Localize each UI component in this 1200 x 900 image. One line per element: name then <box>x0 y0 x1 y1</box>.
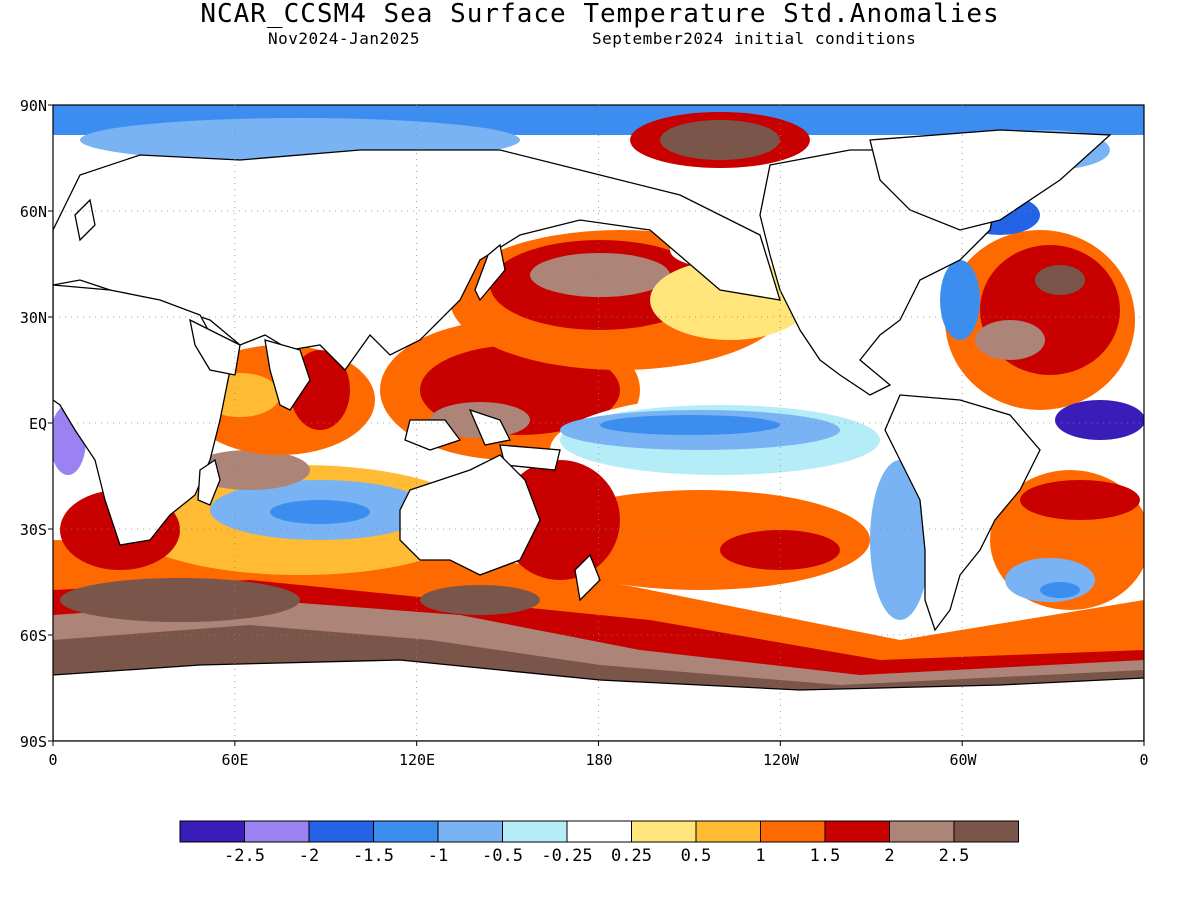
legend-label: -2 <box>299 846 319 866</box>
lon-label-60w: 60W <box>949 751 977 769</box>
legend-swatch <box>631 820 697 843</box>
legend-label: 2.5 <box>939 846 970 866</box>
lon-label-60e: 60E <box>221 751 248 769</box>
legend-label: -1.5 <box>353 846 394 866</box>
lon-label-180: 180 <box>585 751 612 769</box>
legend-label: 0.25 <box>611 846 652 866</box>
lat-label-60s: 60S <box>20 627 47 645</box>
legend-swatch <box>373 820 439 843</box>
legend-swatch <box>502 820 568 843</box>
legend-swatch <box>760 820 826 843</box>
legend-label: -0.5 <box>482 846 523 866</box>
lon-label-0-east: 0 <box>1139 751 1148 769</box>
longitude-labels: 0 60E 120E 180 120W 60W 0 <box>48 751 1148 769</box>
legend-swatch <box>244 820 310 843</box>
lat-label-90s: 90S <box>20 733 47 751</box>
gridlines <box>53 105 1144 741</box>
initial-conditions: September2024 initial conditions <box>592 29 917 48</box>
lat-label-30s: 30S <box>20 521 47 539</box>
legend-swatch <box>695 820 761 843</box>
legend-swatch <box>437 820 503 843</box>
lat-label-30n: 30N <box>20 309 47 327</box>
legend-swatch <box>889 820 955 843</box>
legend-swatch <box>824 820 890 843</box>
legend-label: 1 <box>755 846 765 866</box>
lat-label-90n: 90N <box>20 97 47 115</box>
lon-label-0: 0 <box>48 751 57 769</box>
legend-label: -2.5 <box>224 846 265 866</box>
legend-label: 0.5 <box>681 846 712 866</box>
sst-anomaly-field <box>53 105 1144 741</box>
forecast-period: Nov2024-Jan2025 <box>268 29 420 48</box>
latitude-labels: 90N 60N 30N EQ 30S 60S 90S <box>20 97 47 751</box>
legend-swatch <box>953 820 1019 843</box>
axis-ticks <box>48 104 1145 746</box>
legend-swatch <box>566 820 632 843</box>
lat-label-60n: 60N <box>20 203 47 221</box>
legend-label: -0.25 <box>541 846 592 866</box>
map-title: NCAR_CCSM4 Sea Surface Temperature Std.A… <box>200 0 1000 29</box>
legend-label: 1.5 <box>810 846 841 866</box>
legend-swatch <box>179 820 245 843</box>
lon-label-120e: 120E <box>399 751 435 769</box>
lat-label-eq: EQ <box>29 415 47 433</box>
legend-label: 2 <box>884 846 894 866</box>
lon-label-120w: 120W <box>763 751 800 769</box>
legend-swatch <box>308 820 374 843</box>
legend-labels: -2.5 -2 -1.5 -1 -0.5 -0.25 0.25 0.5 1 1.5 2 2.5 <box>224 846 969 866</box>
legend-label: -1 <box>428 846 448 866</box>
color-legend <box>179 820 1019 843</box>
